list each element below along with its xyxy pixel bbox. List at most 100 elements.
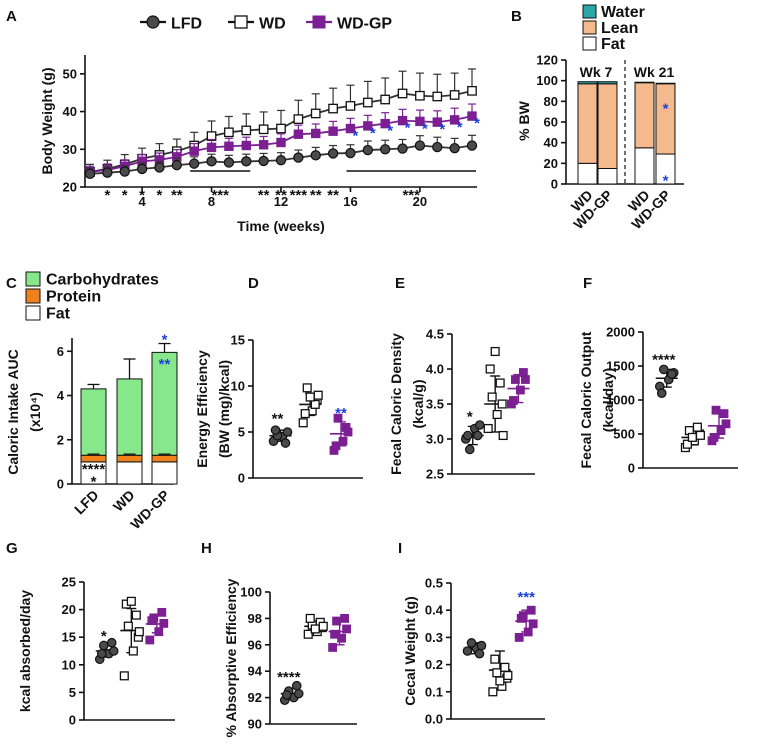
panel-d-point bbox=[282, 427, 293, 437]
panel-label-E: E bbox=[395, 275, 405, 292]
panel-a-point bbox=[397, 88, 408, 99]
panel-f-point bbox=[666, 369, 677, 379]
panel-h-point bbox=[310, 624, 320, 634]
panel-d-point bbox=[338, 436, 348, 446]
panel-a-x-tick-label: 16 bbox=[343, 194, 357, 209]
panel-a-point bbox=[206, 156, 217, 167]
panel-f-y-tick-label: 1500 bbox=[606, 359, 635, 374]
panel-c-y-title: Caloric Intake AUC bbox=[5, 349, 21, 475]
panel-h-y-tick-label: 100 bbox=[240, 585, 262, 600]
panel-b-y-tick-label: 100 bbox=[536, 73, 558, 88]
panel-c-x-tick-label: LFD bbox=[71, 487, 102, 518]
panel-d-point bbox=[280, 438, 291, 448]
panel-a-sig-marker: ** bbox=[275, 187, 287, 204]
panel-a-point bbox=[154, 162, 165, 173]
panel-h-point bbox=[281, 690, 292, 700]
panel-i-point bbox=[476, 640, 487, 651]
panel-a-point bbox=[432, 91, 443, 102]
panel-f-point bbox=[692, 422, 702, 432]
panel-e-y-tick-label: 3.0 bbox=[426, 432, 444, 447]
panel-a-point bbox=[241, 140, 251, 151]
panel-c-bar-fat bbox=[116, 461, 143, 485]
panel-a-legend-label: LFD bbox=[171, 16, 202, 33]
panel-a-x-tick-label: 4 bbox=[138, 194, 146, 209]
panel-a-legend-marker bbox=[312, 15, 326, 29]
panel-h-point bbox=[291, 680, 302, 691]
panel-a-x-tick-label: 8 bbox=[208, 194, 215, 209]
panel-e-y-title-2: (kcal/g) bbox=[410, 379, 426, 428]
panel-i-y-tick-label: 0.3 bbox=[425, 630, 443, 645]
panel-b-bar-lean bbox=[634, 82, 655, 149]
panel-b-bar-water bbox=[597, 81, 618, 85]
panel-f-sig-marker: **** bbox=[652, 352, 676, 369]
panel-a-sig-marker: ** bbox=[310, 187, 322, 204]
panel-h-point bbox=[340, 614, 350, 623]
panel-b-bar-water bbox=[634, 81, 655, 84]
panel-f-point bbox=[709, 433, 719, 442]
panel-a-x-title: Time (weeks) bbox=[237, 218, 325, 234]
panel-i-y-tick-label: 0.4 bbox=[425, 603, 444, 618]
panel-h-point bbox=[342, 624, 352, 634]
panel-a-sig-marker: *** bbox=[290, 187, 308, 204]
panel-f-y-tick-label: 2000 bbox=[606, 325, 635, 340]
panel-b-bar-water bbox=[655, 82, 676, 85]
panel-e-point bbox=[509, 396, 518, 405]
panel-a-point bbox=[449, 115, 460, 125]
panel-g-y-tick-label: 25 bbox=[62, 575, 76, 590]
panel-i-point bbox=[488, 687, 498, 697]
panel-a-point bbox=[397, 143, 408, 154]
panel-e-point bbox=[511, 375, 520, 384]
panel-c-y-title-2: (x10⁴) bbox=[27, 392, 43, 432]
panel-f-point bbox=[721, 419, 731, 429]
panel-a-point bbox=[345, 101, 356, 111]
panel-a-sig-marker: *** bbox=[211, 187, 229, 204]
panel-b-bar-fat bbox=[597, 168, 618, 185]
panel-h-point bbox=[330, 629, 340, 639]
panel-d-y-tick-label: 15 bbox=[231, 333, 245, 348]
panel-a-blue-sig-marker: * bbox=[370, 125, 376, 142]
panel-c-bar-carbohydrates bbox=[80, 388, 107, 456]
panel-e-y-tick-label: 4.0 bbox=[426, 362, 444, 377]
panel-a-point bbox=[258, 155, 269, 167]
panel-a-point bbox=[206, 142, 217, 153]
panel-c-legend-swatch bbox=[25, 288, 41, 304]
panel-i-y-title: Cecal Weight (g) bbox=[402, 596, 418, 705]
panel-e-point bbox=[497, 399, 507, 409]
panel-d-point bbox=[310, 399, 320, 409]
panel-b-legend-swatch bbox=[582, 36, 597, 51]
panel-d-point bbox=[333, 413, 343, 423]
panel-d-point bbox=[305, 392, 315, 402]
panel-a-x-tick-label: 12 bbox=[274, 194, 288, 209]
panel-a-sig-marker: ** bbox=[258, 187, 270, 204]
panel-h-point bbox=[318, 621, 328, 631]
panel-d-point bbox=[313, 390, 323, 400]
panel-c-legend-label: Protein bbox=[46, 289, 101, 306]
panel-a-point bbox=[415, 90, 425, 101]
panel-g-point bbox=[106, 637, 117, 648]
panel-b-bar-water bbox=[577, 81, 598, 85]
panel-i-point bbox=[514, 633, 524, 642]
panel-f-y-title: Fecal Caloric Output bbox=[578, 331, 594, 468]
panel-a-point bbox=[379, 144, 391, 155]
panel-a-y-title: Body Weight (g) bbox=[39, 67, 55, 174]
panel-a-point bbox=[310, 150, 321, 161]
panel-a-sig-marker: ** bbox=[171, 187, 183, 204]
panel-i-point bbox=[528, 619, 538, 629]
panel-f-point bbox=[682, 439, 692, 449]
panel-g-y-tick-label: 10 bbox=[62, 657, 76, 672]
panel-b-bar-fat bbox=[577, 162, 598, 185]
panel-h-point bbox=[305, 613, 315, 623]
panel-a-point bbox=[276, 123, 286, 134]
panel-g-y-tick-label: 0 bbox=[69, 713, 76, 728]
panel-c-y-tick-label: 0 bbox=[57, 477, 64, 492]
panel-f-y-title-2: (kcal/day) bbox=[600, 368, 616, 433]
panel-d-y-tick-label: 0 bbox=[238, 471, 245, 486]
panel-d-point bbox=[341, 423, 351, 432]
panel-a-point bbox=[119, 166, 130, 177]
panel-d-y-tick-label: 10 bbox=[231, 379, 245, 394]
panel-g-point bbox=[154, 627, 164, 637]
panel-g-point bbox=[123, 621, 133, 631]
panel-a-blue-sig-marker: * bbox=[353, 128, 359, 145]
panel-c-bar-protein bbox=[151, 454, 178, 463]
